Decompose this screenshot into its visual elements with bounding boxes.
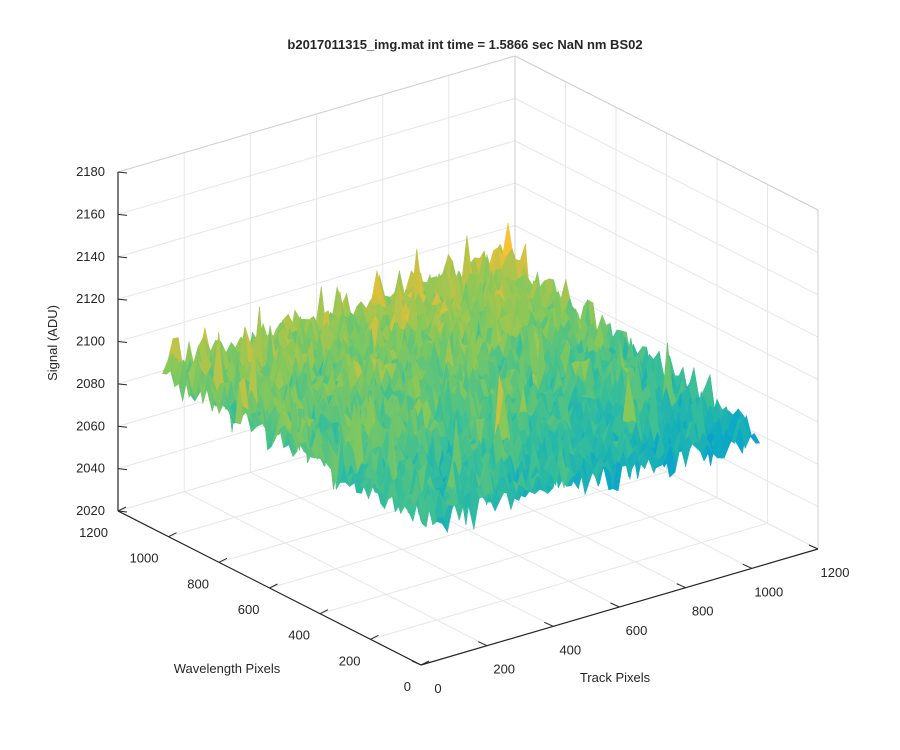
x-tick-mark <box>411 660 422 666</box>
z-tick-mark <box>117 298 128 301</box>
x-tick-mark <box>477 641 488 647</box>
z-tick-mark <box>117 468 128 471</box>
gridline-z-backwall <box>117 225 516 342</box>
tick-labels: 0 200 400 600 800 1000 1200 0 200 400 600 800 1000 12… <box>76 164 849 696</box>
x-tick-mark <box>610 602 620 608</box>
gridline-z-sidewall <box>514 182 819 338</box>
y-tick-label: 400 <box>288 628 310 643</box>
z-tick-mark <box>117 171 128 174</box>
x-tick-mark <box>544 621 554 627</box>
z-tick-label: 2040 <box>76 461 105 476</box>
y-axis-label: Wavelength Pixels <box>174 661 281 676</box>
z-tick-label: 2180 <box>76 164 105 179</box>
x-tick-label: 1200 <box>821 565 850 580</box>
z-tick-mark <box>117 256 128 259</box>
gridline-z-sidewall <box>514 140 819 296</box>
gridline-y-floor <box>370 522 768 640</box>
surface-patch <box>416 504 427 528</box>
y-tick-mark <box>218 557 228 563</box>
z-tick-mark <box>117 213 128 216</box>
gridline-z-backwall <box>117 97 516 215</box>
x-tick-mark <box>742 563 753 569</box>
y-tick-mark <box>168 532 177 538</box>
gridline-y-floor <box>269 471 667 589</box>
x-tick-label: 0 <box>434 681 441 696</box>
x-tick-label: 200 <box>493 662 515 677</box>
x-tick-label: 1000 <box>754 584 783 599</box>
z-tick-label: 2020 <box>76 503 105 518</box>
x-tick-mark <box>676 583 686 589</box>
z-tick-label: 2080 <box>76 376 105 391</box>
y-tick-mark <box>420 660 430 666</box>
z-tick-label: 2060 <box>76 418 105 433</box>
y-tick-label: 0 <box>404 679 411 694</box>
x-tick-label: 600 <box>626 623 648 638</box>
x-tick-label: 400 <box>559 642 581 657</box>
gridline-y-floor <box>319 497 718 615</box>
tick-marks <box>117 171 819 666</box>
y-tick-mark <box>370 634 379 640</box>
x-tick-label: 800 <box>692 604 714 619</box>
y-tick-label: 1200 <box>79 525 108 540</box>
z-tick-label: 2160 <box>76 206 105 221</box>
pane-edge-top-back <box>117 55 516 173</box>
y-tick-label: 200 <box>339 653 361 668</box>
gridline-z-backwall <box>117 140 516 258</box>
y-tick-mark <box>117 506 127 512</box>
chart-title: b2017011315_img.mat int time = 1.5866 se… <box>287 37 642 52</box>
y-tick-mark <box>269 583 278 589</box>
z-tick-label: 2140 <box>76 249 105 264</box>
z-tick-label: 2100 <box>76 334 105 349</box>
z-tick-label: 2120 <box>76 291 105 306</box>
x-tick-mark <box>808 544 819 550</box>
gridline-z-sidewall <box>514 97 819 253</box>
z-tick-mark <box>117 425 128 428</box>
z-axis-label: Signal (ADU) <box>45 305 60 381</box>
y-tick-label: 600 <box>238 602 260 617</box>
gridline-z-sidewall <box>514 225 819 380</box>
gridline-z-backwall <box>117 182 516 300</box>
surface-plot <box>162 222 761 533</box>
z-tick-mark <box>117 341 128 343</box>
y-tick-label: 800 <box>187 576 209 591</box>
pane-edge-top-side <box>514 55 819 211</box>
x-axis-label: Track Pixels <box>580 670 651 685</box>
y-tick-mark <box>319 609 329 615</box>
z-tick-mark <box>117 510 128 513</box>
z-tick-mark <box>117 383 128 386</box>
y-tick-label: 1000 <box>130 551 159 566</box>
